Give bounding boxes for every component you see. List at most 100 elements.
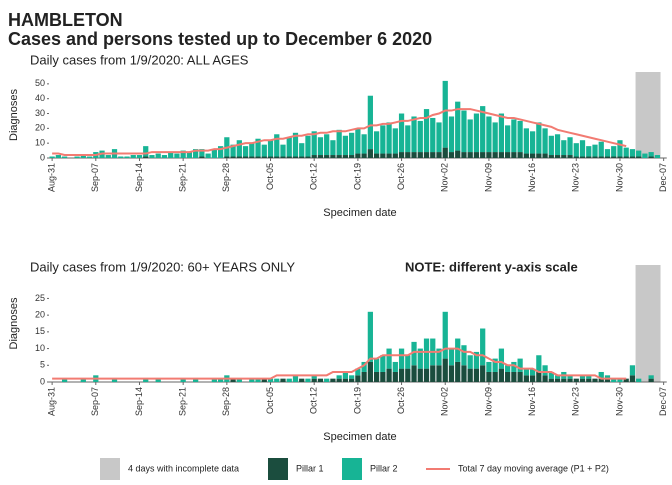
bar [567, 378, 573, 382]
bar [523, 375, 529, 382]
y-tick-label: 10 [35, 343, 45, 353]
bar [548, 155, 554, 158]
x-tick-label: Nov-16 [527, 163, 537, 192]
bar [492, 358, 498, 372]
y-tick-label: 30 [35, 108, 45, 118]
x-tick-label: Nov-09 [483, 163, 493, 192]
bar [417, 152, 423, 158]
bar [186, 152, 193, 158]
bar [398, 348, 405, 369]
bar [498, 348, 505, 369]
bar [392, 371, 398, 382]
bar [505, 152, 511, 158]
bar [648, 375, 654, 379]
bar [548, 378, 554, 382]
incomplete-shade [635, 265, 661, 382]
bar [417, 348, 423, 369]
bar [55, 155, 61, 158]
bar [355, 153, 361, 158]
bar [554, 155, 561, 158]
bar [586, 375, 592, 379]
bar [330, 378, 336, 382]
bar [349, 155, 355, 158]
bar [598, 141, 604, 157]
bar [199, 156, 205, 158]
bar [330, 155, 336, 158]
bar [280, 144, 286, 157]
bar [554, 378, 561, 382]
bar [242, 156, 249, 158]
bar [349, 375, 355, 379]
x-tick-label: Nov-30 [614, 163, 624, 192]
x-tick-label: Oct-19 [352, 387, 362, 414]
bar [542, 375, 548, 382]
bar [61, 378, 68, 382]
bar [286, 137, 292, 157]
x-tick-label: Aug-31 [46, 387, 56, 416]
x-tick-label: Nov-23 [571, 163, 581, 192]
bar [411, 116, 417, 153]
bar [423, 109, 430, 153]
bar [255, 378, 261, 382]
bar [205, 153, 211, 158]
bar [579, 375, 586, 379]
bar [155, 378, 161, 382]
bar [367, 95, 373, 150]
bar [286, 378, 292, 382]
bar [392, 153, 398, 158]
x-tick-label: Oct-12 [309, 387, 319, 414]
bar [317, 378, 324, 382]
bar [498, 113, 505, 153]
bar [442, 80, 448, 148]
y-tick-label: 20 [35, 123, 45, 133]
bar [492, 122, 498, 153]
bar [505, 365, 511, 372]
bar [448, 116, 455, 153]
bar [292, 132, 299, 157]
bar [461, 110, 467, 153]
bar [536, 371, 542, 382]
bar [305, 378, 311, 382]
bar [61, 156, 68, 158]
x-tick-label: Sep-14 [134, 387, 144, 416]
bar [124, 156, 130, 158]
bar [367, 149, 373, 158]
bar [336, 155, 342, 158]
bar [548, 371, 554, 379]
bar [280, 156, 286, 158]
bar [342, 155, 349, 158]
bar [311, 378, 317, 382]
bar [405, 152, 411, 158]
bar [286, 156, 292, 158]
bar [274, 156, 280, 158]
bar [455, 101, 461, 151]
bar [261, 144, 267, 157]
bar [480, 152, 486, 158]
bar [130, 155, 136, 158]
bar [261, 156, 267, 158]
bar [423, 152, 430, 158]
bar [473, 368, 480, 382]
bar [455, 338, 461, 362]
bar [361, 361, 367, 372]
x-tick-label: Sep-28 [221, 163, 231, 192]
y-tick-label: 10 [35, 138, 45, 148]
x-tick-label: Oct-26 [396, 387, 406, 414]
subtitle: Cases and persons tested up to December … [8, 29, 432, 49]
bar [461, 365, 467, 382]
x-tick-label: Nov-23 [571, 387, 581, 416]
bar [523, 153, 529, 158]
bar [398, 368, 405, 382]
x-tick-label: Oct-19 [352, 163, 362, 190]
bar [411, 152, 417, 158]
bar [74, 156, 80, 158]
bar [386, 122, 392, 154]
bar [579, 140, 586, 157]
bar [255, 138, 261, 157]
y-tick-label: 50 [35, 78, 45, 88]
bar [193, 378, 199, 382]
bar [498, 368, 505, 382]
x-tick-label: Aug-31 [46, 163, 56, 192]
bar [280, 378, 286, 382]
bar [567, 137, 573, 156]
